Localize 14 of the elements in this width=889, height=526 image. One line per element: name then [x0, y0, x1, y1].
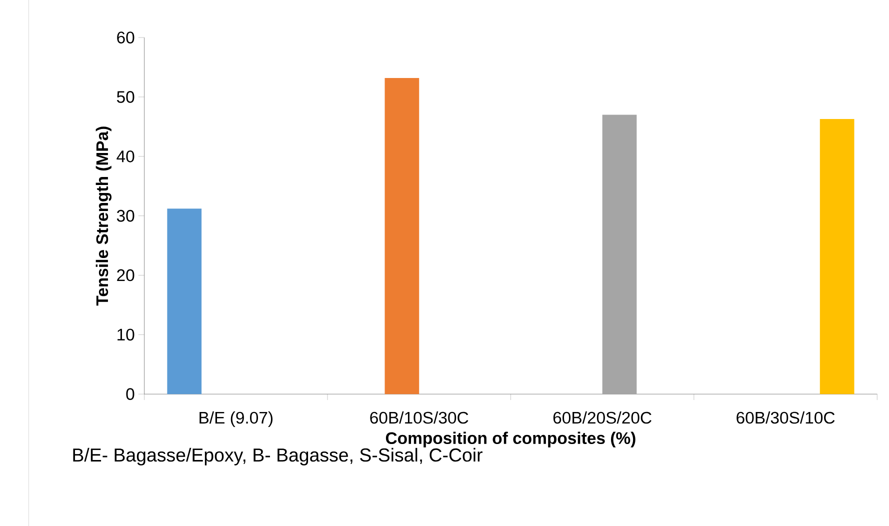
y-tick-label: 60	[117, 31, 134, 44]
y-tick-label: 10	[118, 328, 134, 340]
x-tick-label: 60B/10S/30C	[370, 411, 468, 424]
x-tick-label: 60B/20S/20C	[553, 411, 652, 424]
x-tick-label: B/E (9.07)	[200, 411, 272, 427]
y-axis-title: Tensile Strength (MPa)	[96, 126, 112, 306]
y-tick-label: 50	[116, 90, 134, 103]
y-tick-label: 40	[116, 150, 134, 162]
x-axis-title: Composition of composites (%)	[386, 432, 636, 448]
y-tick-label: 0	[126, 388, 134, 400]
y-tick-label: 20	[117, 269, 134, 281]
x-tick-label: 60B/30S/10C	[736, 411, 835, 424]
y-tick-label: 30	[116, 210, 134, 222]
text: B/E- Bagasse/Epoxy, B- Bagasse, S-Sisal, C-Coir	[73, 448, 482, 466]
